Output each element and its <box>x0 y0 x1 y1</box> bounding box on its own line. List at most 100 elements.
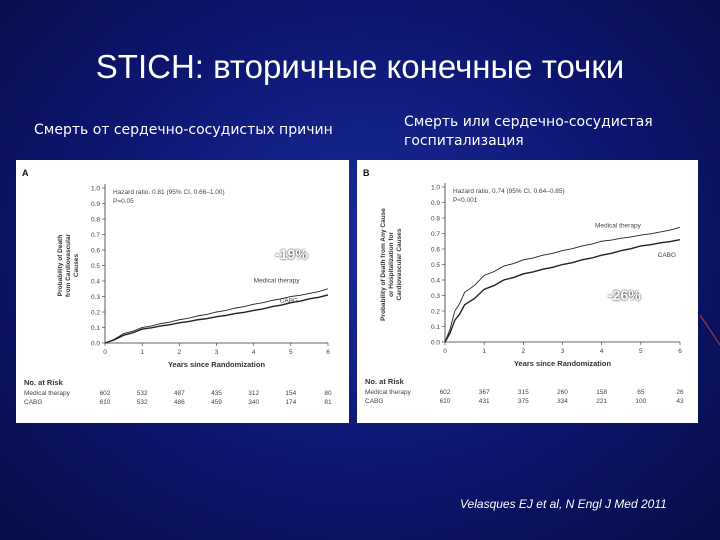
at-risk-row-label: CABG <box>24 399 42 406</box>
at-risk-value: 610 <box>440 398 451 405</box>
y-tick-label: 0.6 <box>431 247 440 254</box>
at-risk-row-label: Medical therapy <box>365 389 412 396</box>
y-tick-label: 0.6 <box>91 248 100 255</box>
hazard-annotation: P=0.05 <box>113 198 134 205</box>
y-tick-label: 0.4 <box>91 279 100 286</box>
y-tick-label: 0.1 <box>91 325 100 332</box>
citation: Velasques EJ et al, N Engl J Med 2011 <box>460 497 667 511</box>
y-tick-label: 0.0 <box>431 340 440 347</box>
x-tick-label: 5 <box>639 348 643 355</box>
x-tick-label: 3 <box>561 348 565 355</box>
y-tick-label: 0.5 <box>431 262 440 269</box>
decorative-line <box>700 314 720 346</box>
series-line-medical-therapy <box>444 226 681 343</box>
at-risk-value: 340 <box>248 399 259 406</box>
at-risk-value: 532 <box>137 399 148 406</box>
y-axis-label-line: Probability of Death from Any Cause <box>380 208 387 321</box>
y-axis-label-line: Probability of Death <box>57 235 64 296</box>
x-tick-label: 0 <box>103 349 107 356</box>
x-tick-label: 6 <box>326 349 330 356</box>
at-risk-value: 602 <box>440 389 451 396</box>
chart-b-group: B 0.0 0.1 0.2 0.3 0.4 0.5 0.6 0.7 0.8 0.9 1.0 0 1 2 3 4 5… <box>363 168 684 405</box>
y-axis-label-line: from Cardiovascular <box>65 233 72 297</box>
x-tick-label: 1 <box>482 348 486 355</box>
at-risk-value: 602 <box>100 390 111 397</box>
at-risk-title: No. at Risk <box>365 377 405 386</box>
y-tick-label: 0.0 <box>91 341 100 348</box>
y-axis-label: Probability of Death from Any Causeor Ho… <box>380 208 403 321</box>
at-risk-value: 43 <box>676 398 684 405</box>
y-tick-label: 0.8 <box>91 217 100 224</box>
y-tick-label: 0.3 <box>431 293 440 300</box>
at-risk-value: 334 <box>557 398 568 405</box>
y-tick-label: 0.3 <box>91 294 100 301</box>
x-axis-label: Years since Randomization <box>168 360 266 369</box>
y-tick-label: 1.0 <box>91 186 100 193</box>
hazard-annotation: Hazard ratio, 0.74 (95% CI, 0.64–0.85) <box>453 188 565 195</box>
series-label: CABG <box>658 252 676 259</box>
at-risk-value: 487 <box>174 390 185 397</box>
chart-a-group: A0.00.10.20.30.40.50.60.70.80.91.00 1 2 3 4 5… <box>22 168 332 406</box>
y-tick-label: 0.9 <box>91 201 100 208</box>
at-risk-value: 154 <box>285 390 296 397</box>
at-risk-value: 532 <box>137 390 148 397</box>
y-tick-label: 0.7 <box>431 231 440 238</box>
at-risk-value: 315 <box>518 389 529 396</box>
y-tick-label: 0.2 <box>431 309 440 316</box>
series-line-cabg <box>444 239 681 343</box>
x-tick-label: 2 <box>522 348 526 355</box>
panel-label: B <box>363 168 370 178</box>
y-tick-label: 0.2 <box>91 310 100 317</box>
at-risk-value: 431 <box>479 398 490 405</box>
y-tick-label: 0.8 <box>431 216 440 223</box>
y-tick-label: 0.4 <box>431 278 440 285</box>
y-tick-label: 0.5 <box>91 263 100 270</box>
y-tick-label: 0.7 <box>91 232 100 239</box>
x-tick-label: 6 <box>678 348 682 355</box>
at-risk-value: 435 <box>211 390 222 397</box>
hazard-annotation: P<0.001 <box>453 197 478 204</box>
at-risk-value: 158 <box>596 389 607 396</box>
x-tick-label: 3 <box>215 349 219 356</box>
series-label: CABG <box>280 298 298 305</box>
at-risk-value: 260 <box>557 389 568 396</box>
x-tick-label: 2 <box>178 349 182 356</box>
y-axis-label-line: Cardiovascular Causes <box>396 228 403 300</box>
slide-title: STICH: вторичные конечные точки <box>95 48 625 85</box>
y-axis-label: Probability of Deathfrom CardiovascularC… <box>57 233 80 297</box>
at-risk-value: 174 <box>285 399 296 406</box>
series-label: Medical therapy <box>254 278 301 285</box>
left-reduction-label: -19% <box>275 246 308 262</box>
chart-panel-a: A 0.0 0.1 0.2 0.3 0.4 0.5 0.6 0.7 0.8 0.9 1.0 0 1 2 3 4 5… <box>16 160 349 423</box>
at-risk-value: 486 <box>174 399 185 406</box>
at-risk-value: 610 <box>100 399 111 406</box>
series-label: Medical therapy <box>595 222 642 229</box>
x-tick-label: 1 <box>140 349 144 356</box>
y-axis-label-line: Causes <box>73 254 80 278</box>
x-tick-label: 4 <box>600 348 604 355</box>
at-risk-value: 26 <box>676 389 684 396</box>
chart-b-svg: B 0.0 0.1 0.2 0.3 0.4 0.5 0.6 0.7 0.8 0.9 1.0 0 1 2 3 4 5… <box>363 168 684 405</box>
at-risk-value: 221 <box>596 398 607 405</box>
left-chart-caption: Смерть от сердечно-сосудистых причин <box>34 122 333 138</box>
at-risk-value: 375 <box>518 398 529 405</box>
at-risk-value: 80 <box>324 390 332 397</box>
series-line-medical-therapy <box>104 288 329 344</box>
at-risk-value: 65 <box>637 389 645 396</box>
at-risk-title: No. at Risk <box>24 378 64 387</box>
at-risk-row-label: CABG <box>365 398 383 405</box>
right-chart-caption: Смерть или сердечно-сосудистая госпитали… <box>404 114 653 149</box>
hazard-annotation: Hazard ratio, 0.81 (95% CI, 0.66–1.00) <box>113 189 225 196</box>
chart-panel-b: B 0.0 0.1 0.2 0.3 0.4 0.5 0.6 0.7 0.8 0.9 1.0 0 1 2 3 4 5… <box>357 160 698 423</box>
at-risk-row-label: Medical therapy <box>24 390 71 397</box>
x-tick-label: 4 <box>252 349 256 356</box>
at-risk-value: 367 <box>479 389 490 396</box>
x-tick-label: 0 <box>443 348 447 355</box>
panel-label: A <box>22 168 29 178</box>
at-risk-value: 312 <box>248 390 259 397</box>
y-tick-label: 0.9 <box>431 200 440 207</box>
y-axis-label-line: or Hospitalization for <box>388 232 395 297</box>
x-tick-label: 5 <box>289 349 293 356</box>
at-risk-value: 459 <box>211 399 222 406</box>
y-tick-label: 1.0 <box>431 185 440 192</box>
